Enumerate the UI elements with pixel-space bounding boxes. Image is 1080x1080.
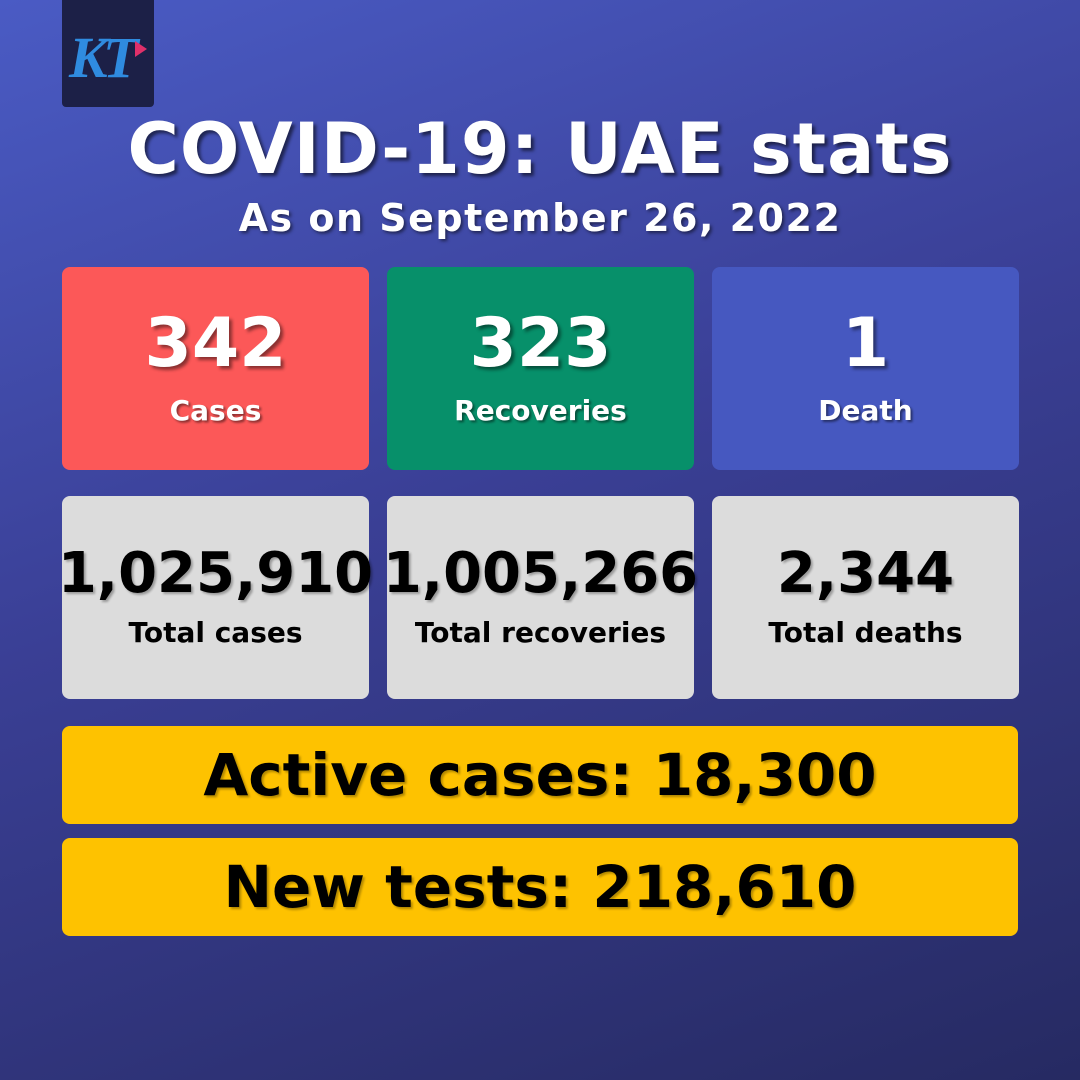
daily-recoveries-label: Recoveries [454, 394, 627, 427]
daily-cases-card: 342 Cases [62, 267, 369, 470]
new-tests-banner: New tests: 218,610 [62, 838, 1018, 936]
total-cases-label: Total cases [128, 616, 303, 649]
active-cases-banner: Active cases: 18,300 [62, 726, 1018, 824]
total-recoveries-value: 1,005,266 [382, 541, 699, 606]
page-title: COVID-19: UAE stats [127, 108, 953, 190]
kt-logo: K T [62, 0, 154, 107]
total-recoveries-label: Total recoveries [414, 616, 667, 649]
daily-cases-label: Cases [169, 394, 262, 427]
daily-recoveries-value: 323 [469, 304, 612, 383]
total-cases-value: 1,025,910 [57, 541, 374, 606]
total-deaths-label: Total deaths [768, 616, 963, 649]
total-recoveries-card: 1,005,266 Total recoveries [383, 496, 698, 699]
svg-text:K: K [68, 25, 111, 89]
kt-logo-icon: K T [68, 25, 147, 89]
daily-deaths-label: Death [818, 394, 913, 427]
total-cases-card: 1,025,910 Total cases [58, 496, 373, 699]
daily-deaths-card: 1 Death [712, 267, 1019, 470]
daily-deaths-value: 1 [841, 304, 890, 383]
total-deaths-card: 2,344 Total deaths [712, 496, 1019, 699]
daily-cases-value: 342 [144, 304, 287, 383]
total-deaths-value: 2,344 [776, 541, 955, 606]
daily-recoveries-card: 323 Recoveries [387, 267, 694, 470]
svg-text:T: T [103, 25, 141, 89]
page-subtitle: As on September 26, 2022 [238, 196, 842, 240]
